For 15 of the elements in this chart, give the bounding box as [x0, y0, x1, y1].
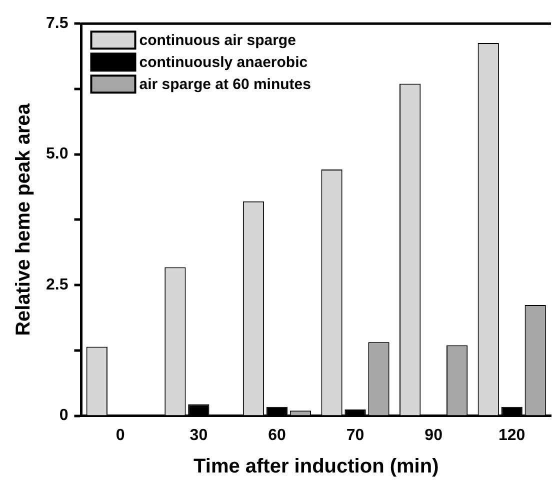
x-tick-label: 70 — [346, 426, 364, 444]
text: 5.0 — [46, 146, 68, 163]
y-tick-label: 0 — [59, 407, 68, 424]
y-tick-label: 2.5 — [46, 276, 68, 294]
legend-label: air sparge at 60 minutes — [139, 76, 311, 94]
x-tick-label: 0 — [116, 426, 125, 444]
x-tick-label: 120 — [498, 426, 526, 444]
x-tick-label: 90 — [424, 426, 443, 444]
x-axis-title: Time after induction (min) — [194, 456, 439, 478]
y-axis-title: Relative heme peak area — [12, 102, 35, 336]
y-tick-label: 7.5 — [46, 15, 68, 32]
x-tick-label: 30 — [190, 426, 208, 444]
legend-label: continuously anaerobic — [139, 54, 308, 72]
x-tick-label: 60 — [268, 426, 286, 444]
legend-label: continuous air sparge — [139, 32, 296, 50]
